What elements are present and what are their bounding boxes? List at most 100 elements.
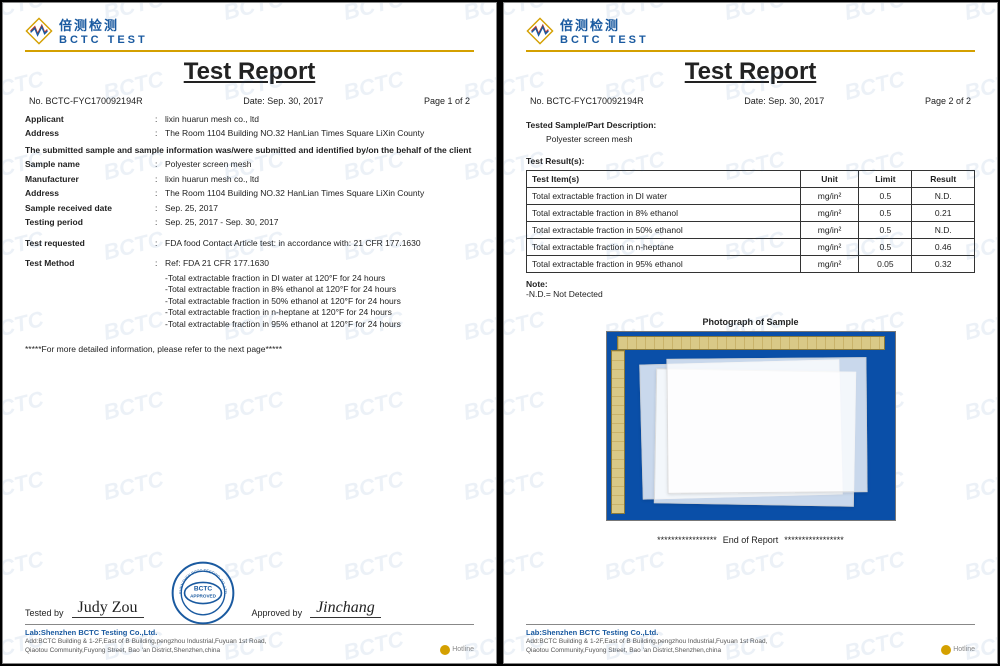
field-label: Sample name [25,159,155,170]
table-cell: mg/in² [800,221,859,238]
field-row: Address:The Room 1104 Building NO.32 Han… [25,128,474,139]
approved-by-label: Approved by [252,608,303,618]
method-line: -Total extractable fraction in DI water … [165,273,474,284]
report-page-2: BCTCBCTCBCTCBCTCBCTCBCTCBCTCBCTCBCTCBCTC… [503,2,998,664]
table-cell: 0.46 [912,238,975,255]
logo-text-en: BCTC TEST [59,34,148,46]
report-no-label: No. [530,96,544,106]
table-cell: N.D. [912,187,975,204]
field-value: lixin huarun mesh co., ltd [165,114,474,125]
table-header: Result [912,170,975,187]
fields-block-1: Applicant:lixin huarun mesh co., ltd Addr… [25,114,474,143]
table-cell: Total extractable fraction in DI water [527,187,801,204]
page-footer: Lab:Shenzhen BCTC Testing Co.,Ltd. Add:B… [526,624,975,655]
field-row: Sample name:Polyester screen mesh [25,159,474,170]
table-row: Total extractable fraction in DI watermg… [527,187,975,204]
field-value: Sep. 25, 2017 [165,203,474,214]
hotline: Hotline [440,645,474,655]
report-date: Sep. 30, 2017 [768,96,824,106]
note-text: -N.D.= Not Detected [526,289,603,299]
results-table: Test Item(s)UnitLimitResult Total extrac… [526,170,975,273]
table-row: Total extractable fraction in 50% ethano… [527,221,975,238]
report-header-row: No. BCTC-FYC170092194R Date: Sep. 30, 20… [25,96,474,106]
test-method-label: Test Method [25,258,155,269]
report-date-label: Date: [744,96,766,106]
svg-text:BCTC: BCTC [193,586,212,593]
logo-underline [25,50,474,52]
report-title: Test Report [526,58,975,86]
method-line: -Total extractable fraction in n-heptane… [165,307,474,318]
field-row: Applicant:lixin huarun mesh co., ltd [25,114,474,125]
sample-desc-value: Polyester screen mesh [546,134,975,144]
method-line: -Total extractable fraction in 50% ethan… [165,296,474,307]
field-value: The Room 1104 Building NO.32 HanLian Tim… [165,128,474,139]
logo-underline [526,50,975,52]
note-label: Note: [526,279,548,289]
logo-block: 倍测检测 BCTC TEST [25,15,474,46]
signature-area: Tested by Judy Zou BCTC APPROVED SHENZHE… [25,550,474,618]
ruler-vertical [611,350,625,514]
more-info-note: *****For more detailed information, plea… [25,344,474,354]
table-cell: 0.5 [859,238,912,255]
page-indicator: Page 1 of 2 [424,96,470,106]
logo-block: 倍测检测 BCTC TEST [526,15,975,46]
field-value: Sep. 25, 2017 - Sep. 30, 2017 [165,217,474,228]
table-row: Total extractable fraction in 95% ethano… [527,255,975,272]
sample-desc-label: Tested Sample/Part Description: [526,120,975,130]
table-cell: N.D. [912,221,975,238]
mesh-samples [637,358,872,510]
table-cell: Total extractable fraction in 8% ethanol [527,204,801,221]
field-label: Manufacturer [25,174,155,185]
photo-label: Photograph of Sample [526,317,975,327]
page-indicator: Page 2 of 2 [925,96,971,106]
hotline: Hotline [941,645,975,655]
table-cell: mg/in² [800,204,859,221]
report-no: BCTC-FYC170092194R [46,96,143,106]
logo-icon [25,17,53,45]
tested-by-signature: Judy Zou [72,599,144,618]
field-row: Testing period:Sep. 25, 2017 - Sep. 30, … [25,217,474,228]
logo-icon [526,17,554,45]
submitted-statement: The submitted sample and sample informat… [25,145,474,156]
footer-addr1: Add:BCTC Building & 1-2F,East of B Build… [526,638,941,646]
page-footer: Lab:Shenzhen BCTC Testing Co.,Ltd. Add:B… [25,624,474,655]
report-header-row: No. BCTC-FYC170092194R Date: Sep. 30, 20… [526,96,975,106]
test-method-list: -Total extractable fraction in DI water … [165,273,474,330]
field-label: Testing period [25,217,155,228]
hotline-icon [440,645,450,655]
table-cell: mg/in² [800,187,859,204]
field-value: Polyester screen mesh [165,159,474,170]
report-title: Test Report [25,58,474,86]
method-line: -Total extractable fraction in 8% ethano… [165,284,474,295]
approved-by-signature: Jinchang [310,599,381,618]
test-requested-value: FDA food Contact Article test: in accord… [165,238,474,249]
table-cell: 0.5 [859,204,912,221]
footer-addr1: Add:BCTC Building & 1-2F,East of B Build… [25,638,440,646]
table-header: Test Item(s) [527,170,801,187]
approval-stamp: BCTC APPROVED SHENZHEN BCTC TESTING CO.,… [170,560,236,626]
test-method-row: Test Method : Ref: FDA 21 CFR 177.1630 [25,258,474,269]
logo-text-cn: 倍测检测 [560,15,649,34]
table-cell: 0.32 [912,255,975,272]
table-cell: 0.21 [912,204,975,221]
table-row: Total extractable fraction in n-heptanem… [527,238,975,255]
footer-lab: Lab:Shenzhen BCTC Testing Co.,Ltd. [526,628,941,638]
table-header: Limit [859,170,912,187]
method-line: -Total extractable fraction in 95% ethan… [165,319,474,330]
field-value: lixin huarun mesh co., ltd [165,174,474,185]
test-requested-label: Test requested [25,238,155,249]
logo-text-en: BCTC TEST [560,34,649,46]
report-date-label: Date: [243,96,265,106]
ruler-horizontal [617,336,885,350]
field-label: Address [25,128,155,139]
field-value: The Room 1104 Building NO.32 HanLian Tim… [165,188,474,199]
tested-by-label: Tested by [25,608,64,618]
test-requested-row: Test requested : FDA food Contact Articl… [25,238,474,249]
field-row: Address:The Room 1104 Building NO.32 Han… [25,188,474,199]
sample-photograph [606,331,896,521]
report-page-1: BCTCBCTCBCTCBCTCBCTCBCTCBCTCBCTCBCTCBCTC… [2,2,497,664]
field-row: Sample received date:Sep. 25, 2017 [25,203,474,214]
table-cell: Total extractable fraction in 95% ethano… [527,255,801,272]
hotline-icon [941,645,951,655]
table-cell: Total extractable fraction in n-heptane [527,238,801,255]
